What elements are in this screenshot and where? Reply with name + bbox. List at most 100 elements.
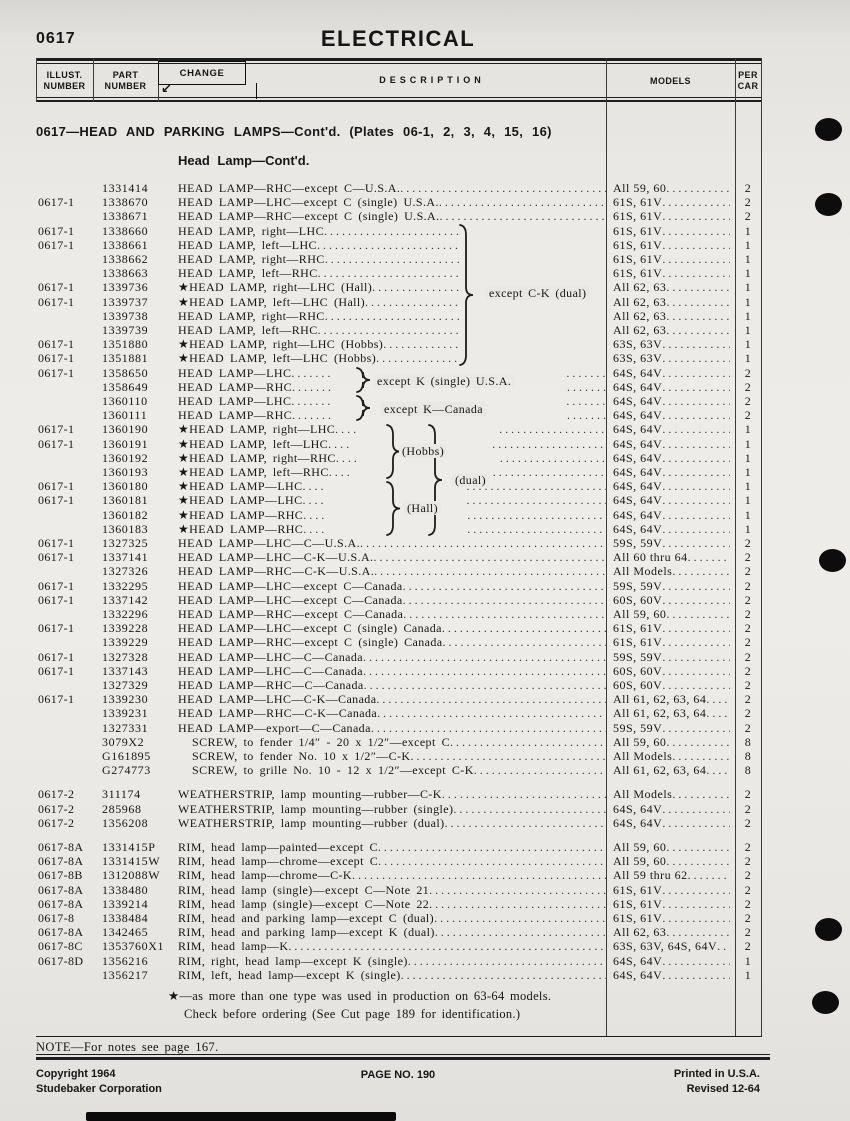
description-text: HEAD LAMP—LHC—except C—Canada xyxy=(178,578,403,593)
dot-leader xyxy=(403,593,606,608)
cell-per-car: 2 xyxy=(744,550,752,565)
description-text: RIM, head lamp (single)—except C—Note 22 xyxy=(178,896,430,911)
cell-per-car: 2 xyxy=(744,787,752,802)
table-row: 1339231 HEAD LAMP—RHC—C-K—Canada All 61, 6… xyxy=(36,706,761,720)
cell-description: HEAD LAMP—export—C—Canada xyxy=(158,721,606,736)
brace-dual xyxy=(428,424,443,536)
cell-description: RIM, head lamp (single)—except C—Note 21 xyxy=(158,883,606,898)
table-row: 1339738 HEAD LAMP, right—RHC All 62, 63 1 xyxy=(36,309,761,323)
cell-part-number: G274773 xyxy=(102,763,151,778)
description-text: HEAD LAMP—RHC—except C—U.S.A. xyxy=(178,181,401,195)
cell-illust-number: 0617-8A xyxy=(38,925,84,940)
cell-models: All 59, 60 xyxy=(606,840,735,855)
dot-leader xyxy=(566,366,606,381)
dot-leader xyxy=(439,195,606,210)
cell-part-number: 1360180 xyxy=(102,479,149,494)
cell-description: RIM, head and parking lamp—except K (dua… xyxy=(158,925,606,940)
cell-models: 64S, 64V xyxy=(606,394,735,409)
dot-leader xyxy=(688,868,730,883)
cell-part-number: 1338671 xyxy=(102,209,149,224)
cell-part-number: 285968 xyxy=(102,801,142,816)
cell-models: 64S, 64V xyxy=(606,465,735,480)
brace-except-k-canada xyxy=(356,395,371,421)
cell-illust-number xyxy=(36,678,96,693)
cell-illust-number xyxy=(36,749,96,764)
cell-per-car: 2 xyxy=(744,564,752,579)
table-row: 0617-8A 1339214 RIM, head lamp (single)—ex… xyxy=(36,897,761,911)
cell-illust-number xyxy=(36,209,96,224)
cell-description: HEAD LAMP, left—LHC xyxy=(158,238,606,253)
dot-leader xyxy=(566,394,606,409)
description-text: ★HEAD LAMP, left—LHC (Hall) xyxy=(178,294,366,309)
cell-models: 63S, 63V xyxy=(606,351,735,366)
header-divider-desc-models xyxy=(606,58,607,102)
dot-leader xyxy=(450,735,606,750)
change-stamp-box: CHANGE xyxy=(158,61,246,85)
cell-illust-number: 0617-1 xyxy=(38,621,75,636)
description-text: HEAD LAMP—RHC xyxy=(178,379,293,394)
cell-part-number: 1351881 xyxy=(102,351,149,366)
description-text: HEAD LAMP—RHC—C-K—Canada xyxy=(178,706,378,721)
description-text: RIM, head lamp—K xyxy=(178,939,289,954)
cell-per-car: 1 xyxy=(744,493,752,508)
footer-copyright-line1: Copyright 1964 xyxy=(36,1068,116,1080)
cell-part-number: 1332296 xyxy=(102,607,149,621)
dot-leader xyxy=(672,787,730,802)
description-text: ★HEAD LAMP—RHC xyxy=(178,507,304,522)
cell-description: RIM, right, head lamp—except K (single) xyxy=(158,954,606,969)
dot-leader xyxy=(336,451,360,466)
dot-leader xyxy=(376,692,606,707)
cell-description: ★HEAD LAMP, right—LHC (Hobbs) xyxy=(158,337,606,352)
dot-leader xyxy=(662,266,730,281)
cell-per-car: 2 xyxy=(744,195,752,210)
cell-part-number: 1327329 xyxy=(102,678,149,692)
dot-leader xyxy=(429,883,606,898)
cell-part-number: 1360110 xyxy=(102,394,148,408)
description-text: RIM, head lamp—painted—except C xyxy=(178,840,378,854)
dot-leader xyxy=(442,787,606,802)
description-text: RIM, head lamp—chrome—C-K xyxy=(178,868,352,883)
description-text: HEAD LAMP—LHC—C—U.S.A. xyxy=(178,536,360,550)
models-text: All 61, 62, 63, 64 xyxy=(613,706,707,721)
cell-part-number: 1339738 xyxy=(102,308,149,323)
col-header-change-label: CHANGE xyxy=(179,67,225,79)
cell-illust-number: 0617-1 xyxy=(38,365,75,380)
cell-per-car: 1 xyxy=(744,266,752,281)
description-text: HEAD LAMP—LHC—C-K—Canada xyxy=(178,692,377,707)
description-text: ★HEAD LAMP, left—LHC xyxy=(178,436,329,451)
cell-description: HEAD LAMP—RHC—C—Canada xyxy=(158,678,606,693)
header-divider-models-per xyxy=(735,58,736,102)
description-text: SCREW, to grille No. 10 - 12 x 1/2″—exce… xyxy=(192,763,474,778)
description-text: HEAD LAMP, left—RHC xyxy=(178,323,318,337)
cell-illust-number xyxy=(36,323,96,338)
cell-description: RIM, head lamp (single)—except C—Note 22 xyxy=(158,897,606,912)
description-text: WEATHERSTRIP, lamp mounting—rubber (dual… xyxy=(178,815,445,830)
dot-leader xyxy=(672,749,730,764)
dot-leader xyxy=(666,925,730,940)
dot-leader xyxy=(662,721,730,736)
table-row: 0617-1 1351881 ★HEAD LAMP, left—LHC (Hobbs… xyxy=(36,351,761,365)
cell-models: All 60 thru 64 xyxy=(606,550,735,565)
cell-illust-number: 0617-1 xyxy=(38,351,75,366)
cell-description: HEAD LAMP, left—RHC xyxy=(158,323,606,338)
cell-per-car: 2 xyxy=(744,925,752,940)
dot-leader xyxy=(662,664,730,679)
cell-description: HEAD LAMP—LHC—C—Canada xyxy=(158,650,606,665)
dot-leader xyxy=(374,564,606,579)
dot-leader xyxy=(662,621,730,636)
cell-models: 59S, 59V xyxy=(606,721,735,736)
dot-leader xyxy=(440,209,606,224)
cell-per-car: 2 xyxy=(744,706,752,721)
models-text: 64S, 64V xyxy=(613,436,663,451)
description-text: ★HEAD LAMP—LHC xyxy=(178,479,303,494)
cell-illust-number xyxy=(36,252,96,267)
cell-illust-number xyxy=(36,451,96,466)
dot-leader xyxy=(662,422,730,437)
table-row: 0617-1 1339736 ★HEAD LAMP, right—LHC (Hall… xyxy=(36,280,761,294)
table-row: 0617-1 1360190 ★HEAD LAMP, right—LHC 64S, 6… xyxy=(36,422,761,436)
cell-illust-number: 0617-1 xyxy=(38,237,75,252)
cell-description: HEAD LAMP—RHC—C-K—Canada xyxy=(158,706,606,721)
table-row: 0617-1 1339228 HEAD LAMP—LHC—except C (sin… xyxy=(36,621,761,635)
cell-illust-number: 0617-1 xyxy=(38,663,75,678)
cell-per-car: 2 xyxy=(744,181,752,195)
